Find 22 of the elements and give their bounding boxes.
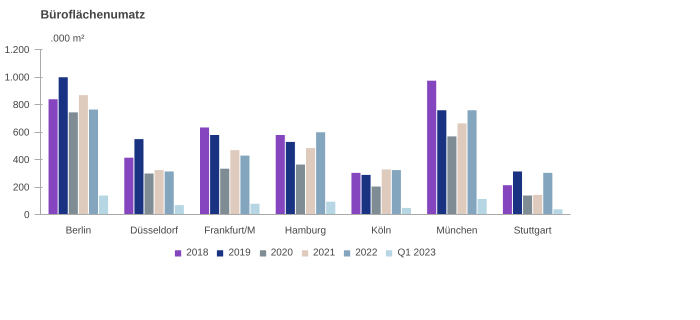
y-tick-label: 200 xyxy=(12,182,30,194)
y-tick-label: 400 xyxy=(12,155,30,166)
y-tick-label: 800 xyxy=(12,100,30,111)
legend-label: 2021 xyxy=(312,248,336,258)
y-tick-label: 600 xyxy=(12,128,30,138)
y-tick-label: 0 xyxy=(24,210,30,221)
x-tick-label: Hamburg xyxy=(284,226,326,236)
x-tick-label: München xyxy=(436,226,478,236)
x-tick-label: Berlin xyxy=(66,226,92,236)
legend-label: 2020 xyxy=(270,248,293,258)
legend-label: 2018 xyxy=(186,248,208,258)
x-tick-label: Stuttgart xyxy=(514,226,552,236)
legend-label: Q1 2023 xyxy=(397,248,436,258)
y-tick-label: 1.000 xyxy=(4,72,30,84)
legend-label: 2019 xyxy=(228,248,251,258)
y-axis-title: .000 m² xyxy=(50,34,86,44)
x-tick-label: Frankfurt/M xyxy=(204,226,256,236)
x-tick-label: Düsseldorf xyxy=(130,226,178,236)
y-tick-label: 1.200 xyxy=(4,45,30,56)
chart-title: Büroflächenumatz xyxy=(40,8,146,22)
legend-label: 2022 xyxy=(355,248,378,258)
x-tick-label: Köln xyxy=(371,226,392,236)
